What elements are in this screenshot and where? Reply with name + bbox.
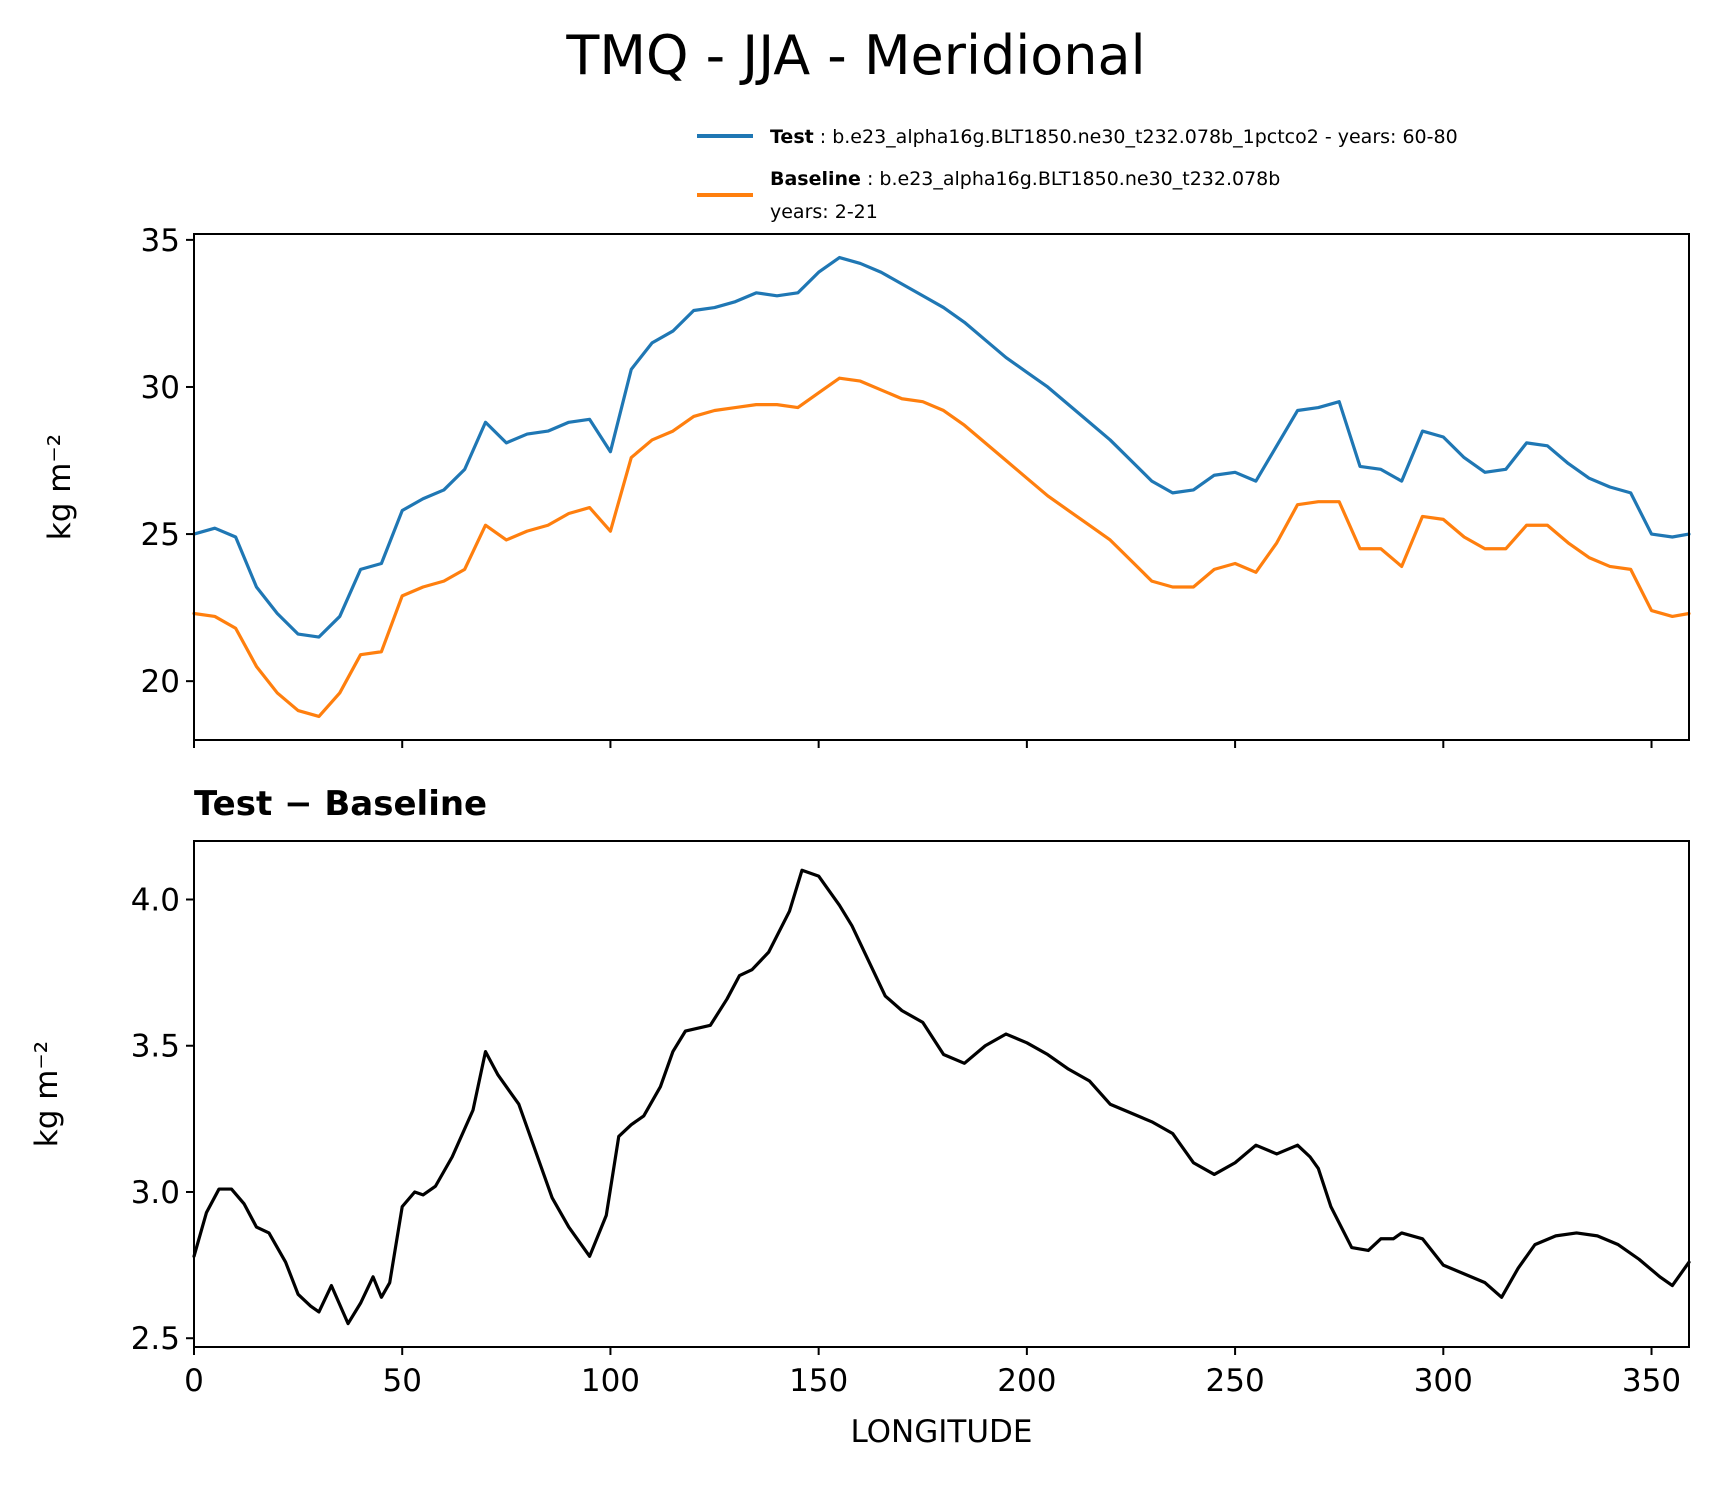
chart-title: TMQ - JJA - Meridional	[565, 24, 1145, 87]
legend-name-test: Test	[770, 126, 814, 148]
legend: Test : b.e23_alpha16g.BLT1850.ne30_t232.…	[697, 126, 1458, 223]
y-tick-label: 3.5	[131, 1029, 180, 1065]
y-axis-label: kg m⁻²	[29, 1041, 65, 1147]
plot-frame	[193, 840, 1690, 1348]
x-tick-label: 50	[382, 1363, 421, 1399]
x-tick-label: 200	[997, 1363, 1056, 1399]
x-tick-label: 300	[1414, 1363, 1473, 1399]
series-line-0-1	[192, 376, 1691, 719]
x-tick-label: 350	[1622, 1363, 1681, 1399]
y-tick-label: 30	[141, 370, 180, 406]
x-tick-label: 0	[184, 1363, 204, 1399]
y-tick-label: 3.0	[131, 1175, 180, 1211]
series-line-0-0	[192, 255, 1691, 639]
plot-frame	[193, 233, 1690, 741]
legend-sublabel-baseline: years: 2-21	[770, 201, 878, 223]
y-axis-label: kg m⁻²	[42, 434, 78, 540]
y-tick-label: 35	[141, 223, 180, 259]
difference-panel-title: Test − Baseline	[194, 784, 487, 824]
y-tick-label: 2.5	[131, 1321, 180, 1357]
legend-label-test: b.e23_alpha16g.BLT1850.ne30_t232.078b_1p…	[832, 126, 1457, 148]
y-tick-label: 20	[141, 664, 180, 700]
legend-entry-test: Test : b.e23_alpha16g.BLT1850.ne30_t232.…	[770, 126, 1458, 148]
legend-name-baseline: Baseline	[770, 168, 861, 190]
bottom-panel: 2.5 3.0 3.5 4.0 0 50 100 150 200 250 300 350 kg m⁻² L…	[29, 840, 1691, 1450]
series-line-1-0	[192, 868, 1691, 1326]
y-tick-label: 25	[141, 517, 180, 553]
x-tick-label: 150	[789, 1363, 848, 1399]
y-tick-label: 4.0	[131, 882, 180, 918]
x-tick-label: 250	[1206, 1363, 1265, 1399]
legend-entry-baseline: Baseline : b.e23_alpha16g.BLT1850.ne30_t…	[770, 168, 1280, 190]
x-axis-label: LONGITUDE	[850, 1414, 1032, 1450]
x-tick-label: 100	[581, 1363, 640, 1399]
legend-label-baseline: b.e23_alpha16g.BLT1850.ne30_t232.078b	[879, 168, 1280, 190]
top-panel: 20 25 30 35 kg m⁻²	[42, 223, 1691, 748]
